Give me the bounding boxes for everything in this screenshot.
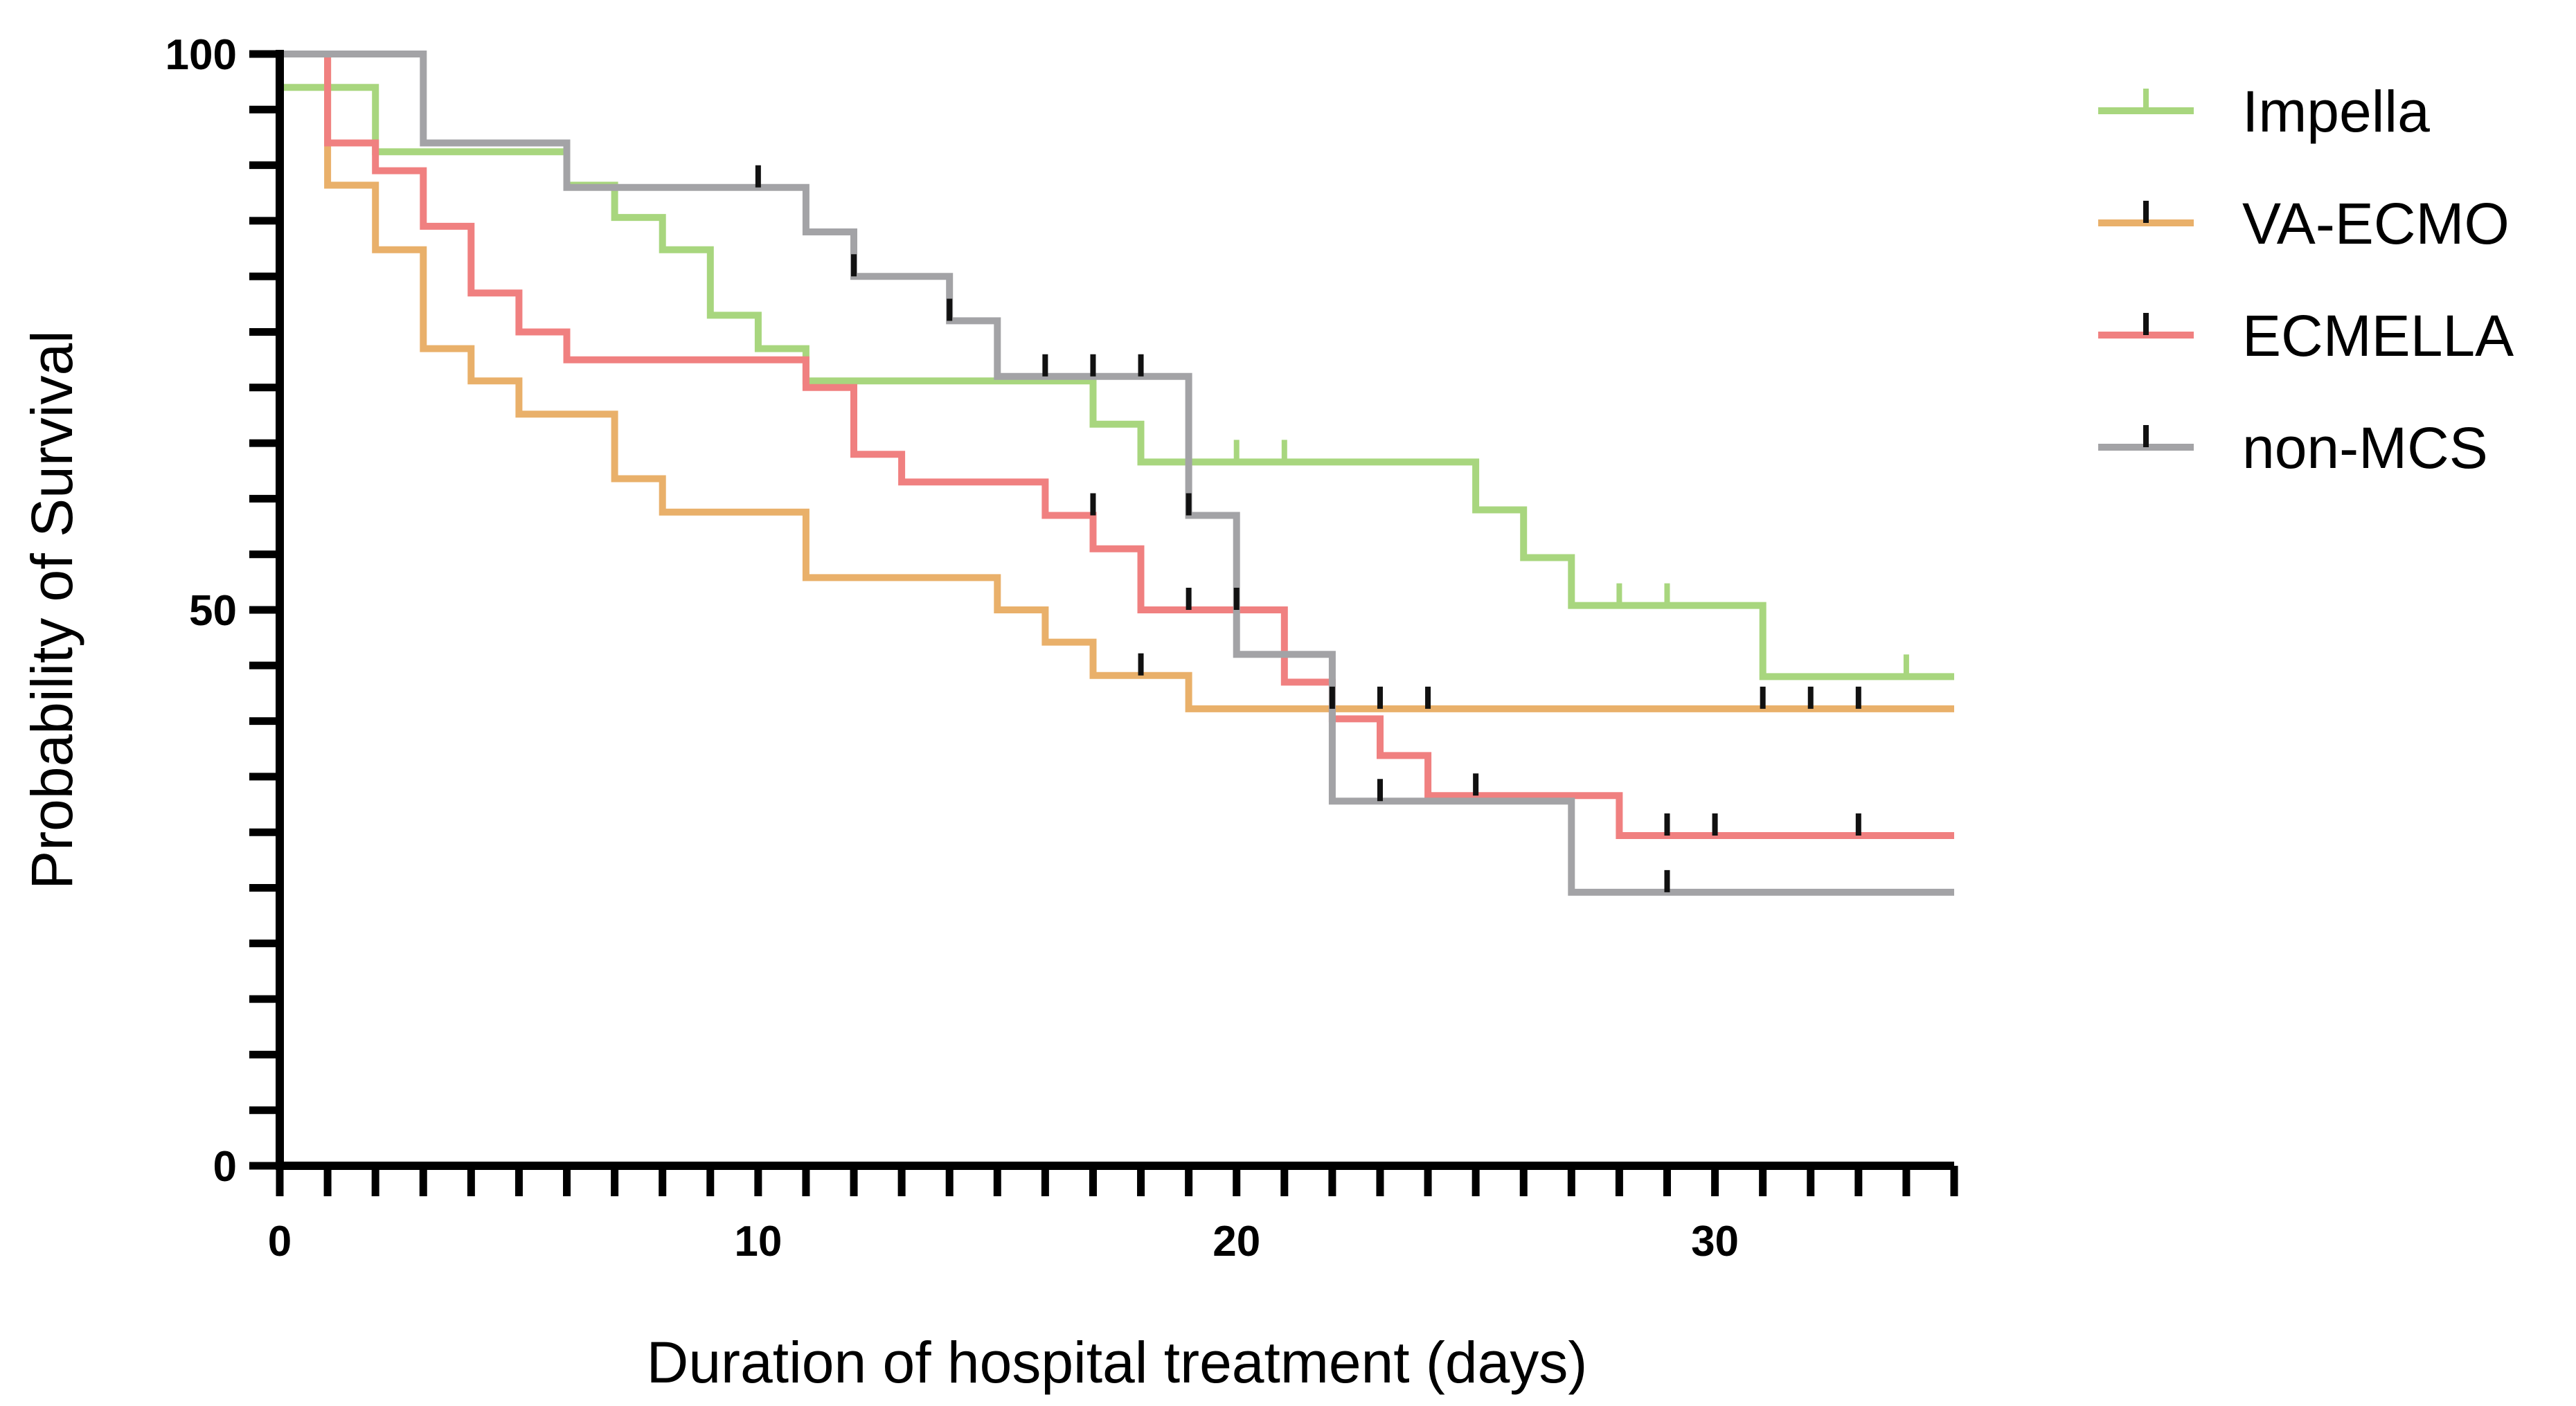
y-axis-title: Probability of Survival [19, 330, 84, 890]
legend-item-non-mcs: non-MCS [2098, 415, 2488, 480]
axes [276, 50, 1954, 1170]
y-tick-label: 100 [166, 31, 237, 79]
plot-area [276, 51, 1954, 896]
x-axis-ticks: 0 10 20 30 [268, 1166, 1958, 1265]
legend-label: Impella [2242, 79, 2430, 144]
series-line-ecmella [280, 51, 1954, 839]
censor-marks [755, 165, 1909, 892]
y-axis-ticks: 0 50 100 [166, 31, 280, 1191]
legend-label: ECMELLA [2242, 303, 2514, 368]
x-axis-title: Duration of hospital treatment (days) [647, 1330, 1588, 1395]
x-tick-label: 10 [734, 1218, 782, 1265]
series-line-non-mcs [280, 51, 1954, 896]
legend-item-impella: Impella [2098, 79, 2430, 144]
y-tick-label: 0 [213, 1143, 237, 1191]
legend-item-ecmella: ECMELLA [2098, 303, 2514, 368]
legend: Impella VA-ECMO ECMELLA non-MCS [2098, 79, 2514, 480]
legend-item-va-ecmo: VA-ECMO [2098, 191, 2510, 256]
series-line-va-ecmo [280, 51, 1954, 712]
legend-label: non-MCS [2242, 415, 2488, 480]
x-tick-label: 0 [268, 1218, 292, 1265]
x-tick-label: 30 [1691, 1218, 1739, 1265]
x-tick-label: 20 [1213, 1218, 1260, 1265]
legend-label: VA-ECMO [2242, 191, 2510, 256]
y-tick-label: 50 [189, 587, 237, 635]
series-line-impella [276, 54, 1954, 681]
